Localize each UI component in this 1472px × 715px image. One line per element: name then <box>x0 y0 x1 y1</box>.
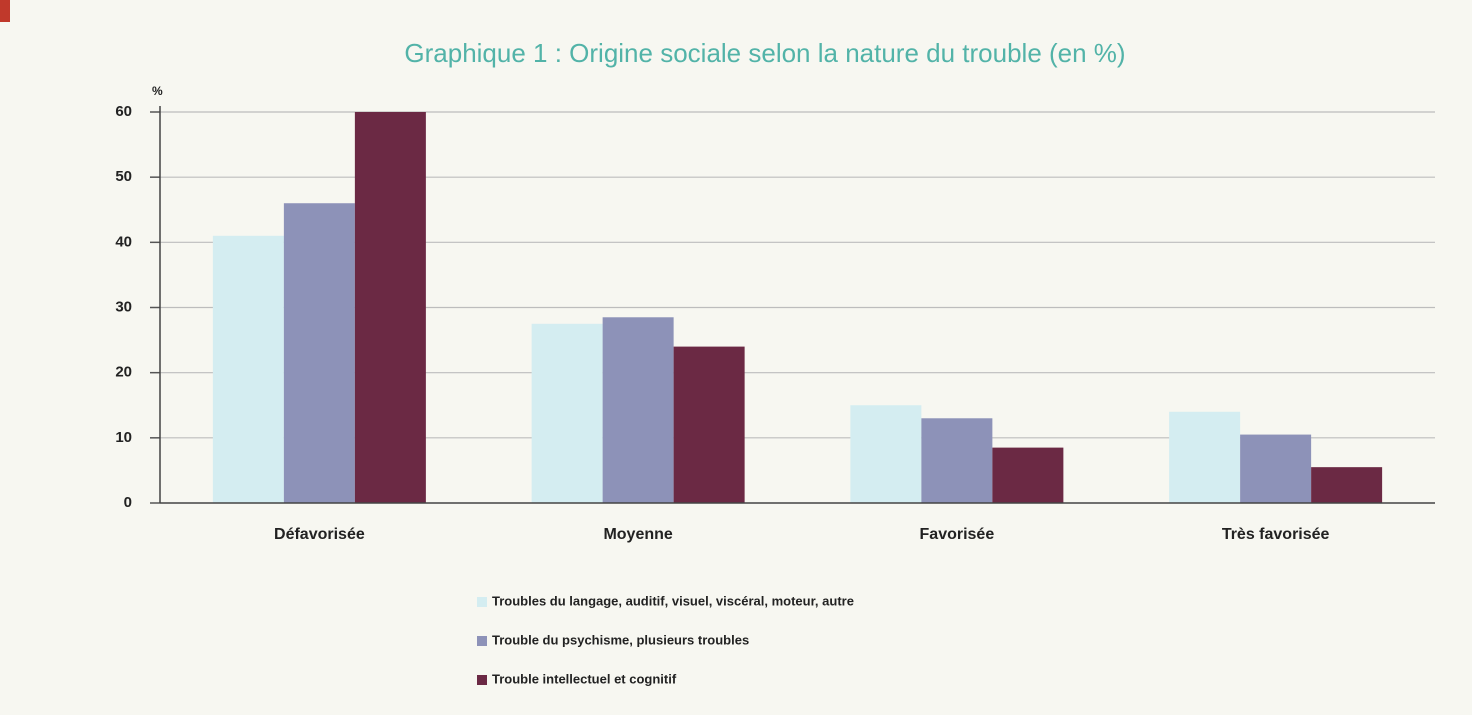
bar <box>850 405 922 503</box>
bar <box>1240 434 1312 503</box>
bar <box>992 447 1064 503</box>
chart-title: Graphique 1 : Origine sociale selon la n… <box>404 38 1125 68</box>
x-tick-label: Moyenne <box>603 526 672 543</box>
y-tick-label: 60 <box>115 103 132 120</box>
y-tick-label: 40 <box>115 233 132 250</box>
x-tick-label: Très favorisée <box>1222 526 1330 543</box>
bar <box>1311 467 1383 503</box>
corner-decoration <box>0 0 10 22</box>
y-axis-label: % <box>152 84 163 98</box>
bar <box>673 346 745 503</box>
x-tick-label: Favorisée <box>920 526 995 543</box>
x-tick-label: Défavorisée <box>274 526 365 543</box>
bar <box>283 203 355 503</box>
bar <box>602 317 674 503</box>
legend-label: Troubles du langage, auditif, visuel, vi… <box>492 593 854 608</box>
legend-swatch <box>477 636 487 646</box>
y-tick-label: 20 <box>115 364 132 381</box>
bar <box>1169 411 1241 503</box>
bar <box>212 235 284 504</box>
legend-swatch <box>477 597 487 607</box>
bar <box>354 112 426 503</box>
legend-label: Trouble du psychisme, plusieurs troubles <box>492 632 749 647</box>
legend-swatch <box>477 675 487 685</box>
y-tick-label: 30 <box>115 298 132 315</box>
bar <box>531 323 603 503</box>
y-tick-label: 10 <box>115 429 132 446</box>
y-tick-label: 0 <box>124 494 132 511</box>
y-tick-label: 50 <box>115 168 132 185</box>
legend-label: Trouble intellectuel et cognitif <box>492 671 677 686</box>
bar <box>921 418 993 503</box>
